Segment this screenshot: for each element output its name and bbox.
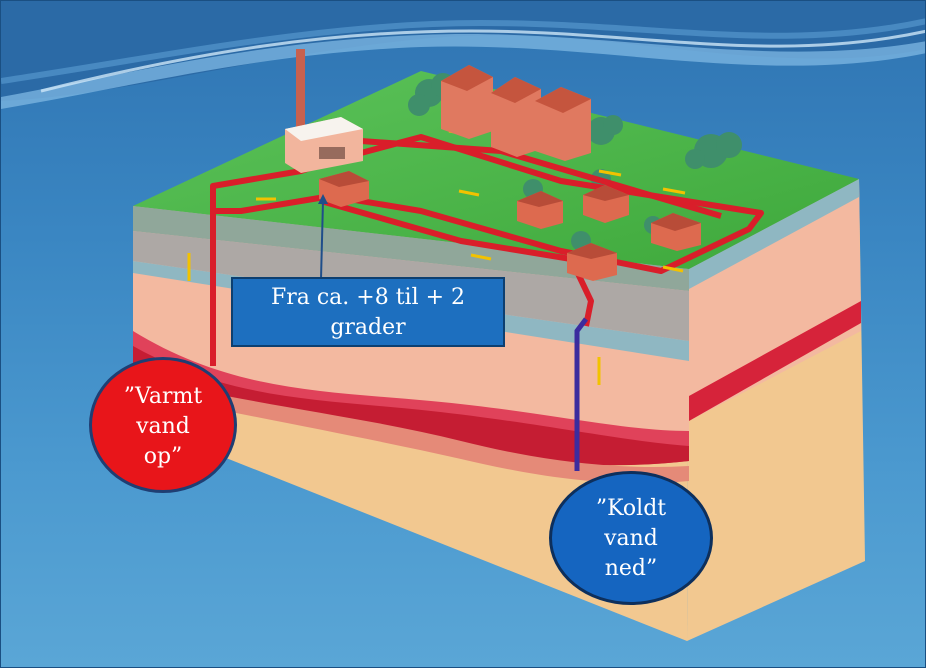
temperature-label-box: Fra ca. +8 til + 2 grader [231,277,505,347]
temperature-label-line-1: Fra ca. +8 til + 2 [233,283,503,313]
warm-water-label-line-2: vand [92,412,234,442]
cold-water-label-line-3: ned” [552,554,710,584]
warm-water-label-line-1: ”Varmt [92,382,234,412]
cold-water-down-bubble: ”Koldt vand ned” [549,471,713,605]
cold-water-label-line-1: ”Koldt [552,494,710,524]
warm-water-up-bubble: ”Varmt vand op” [89,357,237,493]
warm-water-label-line-3: op” [92,442,234,472]
cold-water-label-line-2: vand [552,524,710,554]
temperature-label-line-2: grader [233,313,503,343]
